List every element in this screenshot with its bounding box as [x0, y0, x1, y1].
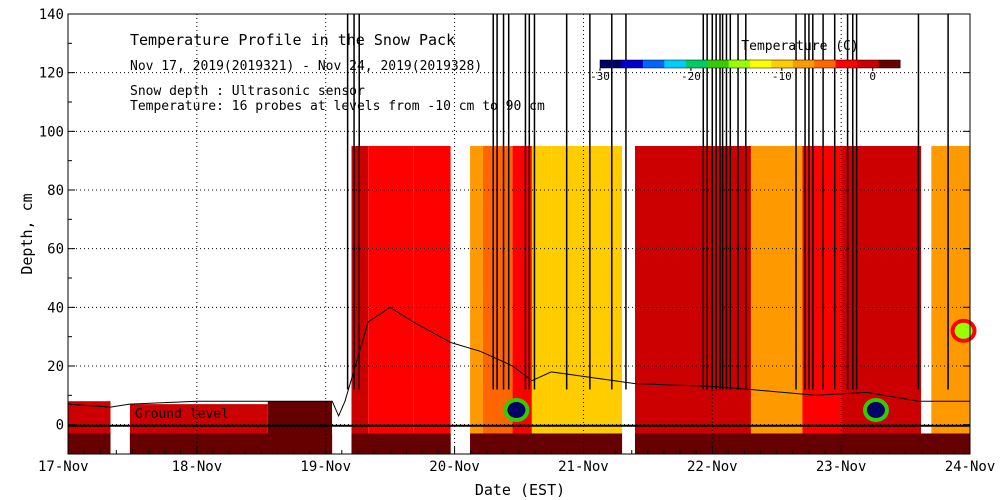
y-tick-label: 80	[47, 183, 64, 199]
x-tick-label: 22-Nov	[687, 459, 738, 475]
cold-spot	[866, 402, 885, 418]
note-temperature: Temperature: 16 probes at levels from -1…	[130, 99, 545, 114]
colorbar-segment	[750, 60, 772, 68]
colorbar: Temperature (C) -30 -20 -10 0	[590, 39, 901, 83]
temperature-region	[531, 146, 552, 454]
colorbar-frame	[599, 59, 901, 69]
y-tick-label: 100	[39, 124, 64, 140]
x-tick-label: 19-Nov	[300, 459, 351, 475]
snow-depth-line	[67, 306, 970, 418]
temperature-region	[634, 146, 751, 454]
colorbar-segment	[771, 60, 794, 68]
colorbar-segment	[621, 60, 644, 68]
data-gap	[450, 14, 471, 454]
temperature-region	[470, 146, 483, 454]
colorbar-title: Temperature (C)	[741, 39, 858, 54]
data-gap	[622, 14, 635, 454]
temperature-region	[68, 433, 970, 454]
temperature-region	[551, 146, 623, 454]
y-tick-label: 20	[47, 359, 64, 375]
x-tick-label: 24-Nov	[945, 459, 996, 475]
x-axis-label: Date (EST)	[475, 481, 565, 499]
x-tick-label: 21-Nov	[558, 459, 609, 475]
colorbar-segment	[792, 60, 815, 68]
cold-spot	[954, 322, 973, 339]
colorbar-segment	[664, 60, 687, 68]
y-tick-label: 40	[47, 300, 64, 316]
y-tick-label: 140	[39, 7, 64, 23]
colorbar-segment	[814, 60, 837, 68]
colorbar-segment	[707, 60, 730, 68]
temperature-region	[413, 146, 451, 454]
colorbar-tick-label: 0	[869, 70, 876, 83]
chart-title: Temperature Profile in the Snow Pack	[130, 31, 455, 49]
colorbar-segment	[857, 60, 880, 68]
y-tick-label: 0	[56, 418, 64, 434]
snow-depth-layer	[67, 14, 970, 418]
colorbar-tick-label: -10	[772, 70, 792, 83]
x-tick-label: 20-Nov	[429, 459, 480, 475]
colorbar-tick-label: -20	[681, 70, 701, 83]
y-tick-label: 60	[47, 242, 64, 258]
colorbar-segment	[600, 60, 622, 68]
ground-level-label: Ground level	[135, 407, 229, 422]
x-tick-label: 17-Nov	[38, 459, 89, 475]
y-axis-label: Depth, cm	[18, 193, 36, 274]
axis-layer: 0 20 40 60 80 100 120 140 17-Nov 18-Nov 19-Nov 20-N…	[38, 7, 995, 475]
temperature-region	[368, 146, 414, 454]
note-snow-depth: Snow depth : Ultrasonic sensor	[130, 84, 365, 99]
cold-spot	[507, 402, 526, 418]
y-tick-label: 120	[39, 66, 64, 82]
colorbar-segment	[685, 60, 708, 68]
x-tick-label: 23-Nov	[816, 459, 867, 475]
colorbar-segment	[878, 60, 901, 68]
colorbar-tick-label: -30	[590, 70, 610, 83]
colorbar-segment	[728, 60, 751, 68]
data-gap	[332, 14, 352, 454]
colorbar-segment	[835, 60, 858, 68]
colorbar-segment	[642, 60, 665, 68]
temperature-region	[750, 146, 803, 454]
temperature-region	[931, 146, 970, 454]
x-tick-label: 18-Nov	[172, 459, 223, 475]
data-gap	[110, 14, 130, 454]
chart-subtitle: Nov 17, 2019(2019321) - Nov 24, 2019(201…	[130, 59, 482, 74]
